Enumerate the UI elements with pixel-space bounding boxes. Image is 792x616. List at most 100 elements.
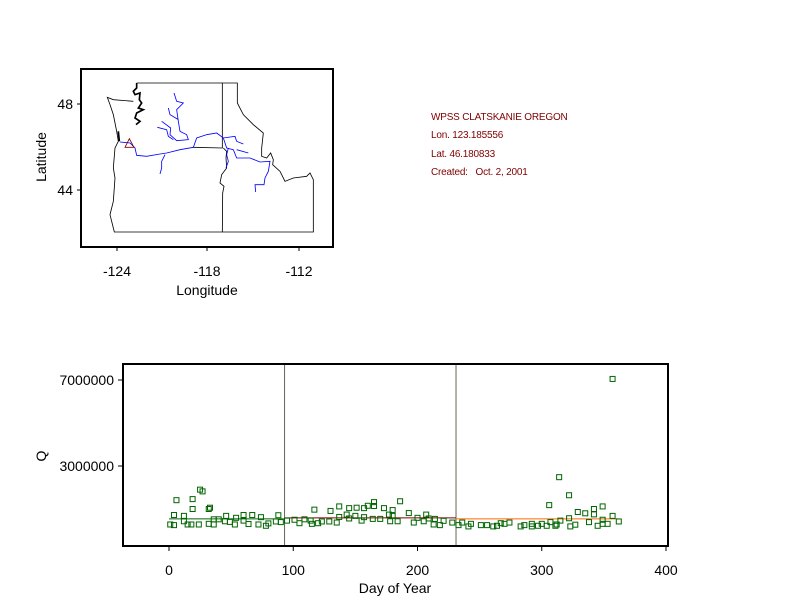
data-point — [199, 488, 206, 495]
map-frame — [80, 68, 334, 248]
data-point — [590, 511, 597, 518]
data-point — [326, 518, 333, 525]
data-point — [205, 520, 212, 527]
data-point — [556, 474, 563, 481]
lat-tick-label: 48 — [57, 96, 73, 112]
data-point — [566, 492, 573, 499]
data-point — [387, 518, 394, 525]
data-point — [189, 506, 196, 512]
map-panel: 48 44 -124 -118 -112 Longitude Latitude — [33, 68, 334, 298]
data-point — [167, 521, 174, 528]
data-point — [405, 510, 412, 517]
y-tick-label: 3000000 — [59, 458, 114, 474]
data-point — [189, 496, 196, 503]
data-point — [440, 517, 447, 524]
lon-tick-label: -112 — [286, 263, 313, 279]
data-point — [371, 502, 378, 509]
data-point — [371, 499, 378, 506]
data-point — [467, 520, 474, 527]
station-latitude: Lat. 46.180833 — [431, 149, 495, 160]
y-axis-label: Q — [33, 450, 49, 461]
data-point — [296, 520, 303, 527]
map-y-axis-label: Latitude — [33, 132, 49, 182]
station-marker-triangle — [124, 137, 135, 148]
data-point — [231, 521, 238, 528]
station-name: WPSS CLATSKANIE OREGON — [431, 112, 568, 123]
data-point — [547, 519, 554, 526]
scatter-panel: 0 100 200 300 400 7000000 3000000 Day of Year… — [33, 363, 678, 596]
data-point — [380, 505, 387, 512]
data-point — [420, 518, 427, 525]
data-point — [223, 512, 230, 519]
puget-sound-shoreline — [117, 83, 146, 142]
data-point — [170, 522, 177, 529]
data-point — [346, 505, 353, 512]
data-point — [272, 518, 279, 525]
data-point — [307, 517, 314, 524]
yakima-river — [157, 92, 189, 142]
data-point — [535, 522, 542, 529]
data-point — [336, 503, 343, 510]
data-point — [318, 518, 325, 525]
data-point — [311, 506, 318, 513]
data-point — [240, 517, 247, 524]
data-point — [389, 512, 396, 519]
lon-tick-label: -124 — [103, 263, 131, 279]
data-point — [517, 523, 524, 530]
x-tick-label: 400 — [654, 562, 678, 578]
data-point — [557, 517, 564, 524]
x-tick-label: 300 — [530, 562, 554, 578]
x-axis-ticks: 0 100 200 300 400 — [165, 546, 678, 578]
data-point — [369, 515, 376, 522]
snake-river — [222, 137, 271, 193]
created-date: Created: Oct. 2, 2001 — [431, 167, 528, 178]
data-point — [414, 514, 421, 521]
data-point — [315, 520, 322, 527]
data-point — [377, 515, 384, 522]
data-point — [604, 520, 611, 527]
data-point — [195, 521, 202, 528]
data-point — [572, 521, 579, 528]
data-point — [170, 512, 177, 519]
data-point — [546, 502, 553, 509]
x-tick-label: 0 — [165, 562, 173, 578]
data-point — [257, 514, 264, 521]
data-point — [210, 521, 217, 528]
data-point — [301, 516, 308, 523]
data-point — [205, 506, 212, 512]
data-point — [308, 520, 315, 527]
data-point — [590, 506, 597, 512]
data-point — [277, 519, 284, 526]
x-axis-label: Day of Year — [359, 580, 432, 596]
data-point — [394, 518, 401, 525]
data-point — [255, 521, 262, 528]
data-point — [221, 518, 228, 525]
state-border-wa-id — [193, 83, 223, 149]
data-point — [459, 519, 466, 526]
state-border-or-id — [219, 147, 228, 233]
data-point — [538, 520, 545, 527]
data-point — [528, 520, 535, 527]
data-point — [425, 515, 432, 522]
columbia-river — [119, 132, 244, 157]
data-point — [353, 504, 360, 511]
lon-tick-label: -118 — [194, 263, 221, 279]
data-point — [346, 515, 353, 522]
data-point — [173, 497, 180, 504]
data-point — [567, 523, 574, 530]
data-point — [574, 509, 581, 516]
x-tick-label: 100 — [282, 562, 306, 578]
data-point — [240, 512, 247, 519]
data-point — [585, 519, 592, 526]
data-point — [327, 507, 334, 514]
data-point — [553, 521, 560, 528]
data-point — [430, 521, 437, 528]
data-point — [188, 521, 195, 528]
data-point — [352, 512, 359, 519]
data-point — [233, 514, 240, 521]
data-point — [449, 519, 456, 526]
data-point — [333, 519, 340, 526]
data-point — [484, 522, 491, 529]
